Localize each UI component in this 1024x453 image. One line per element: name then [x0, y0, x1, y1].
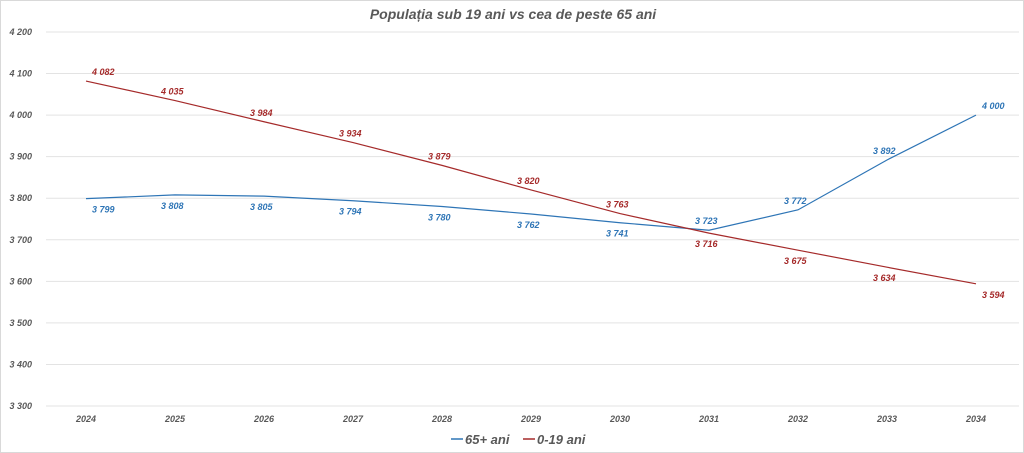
- data-label: 3 892: [873, 146, 896, 156]
- chart-title: Populația sub 19 ani vs cea de peste 65 …: [370, 6, 657, 22]
- data-label: 3 780: [428, 213, 451, 223]
- legend-label: 0-19 ani: [537, 432, 586, 447]
- data-label: 3 772: [784, 196, 807, 206]
- x-tick-label: 2027: [342, 414, 364, 424]
- data-label: 3 984: [250, 108, 273, 118]
- y-tick-label: 3 600: [9, 276, 32, 286]
- data-label: 4 000: [981, 101, 1005, 111]
- data-label: 3 808: [161, 201, 184, 211]
- x-tick-label: 2028: [431, 414, 452, 424]
- y-tick-label: 3 400: [9, 359, 32, 369]
- x-tick-label: 2029: [520, 414, 541, 424]
- data-label: 3 762: [517, 220, 540, 230]
- data-label: 3 934: [339, 129, 362, 139]
- y-tick-label: 4 000: [8, 110, 32, 120]
- x-tick-label: 2024: [75, 414, 96, 424]
- legend-label: 65+ ani: [465, 432, 510, 447]
- y-tick-label: 4 100: [8, 69, 32, 79]
- data-label: 3 805: [250, 202, 274, 212]
- data-label: 3 799: [92, 205, 115, 215]
- data-label: 3 820: [517, 176, 540, 186]
- data-label: 3 879: [428, 151, 451, 161]
- x-tick-label: 2032: [787, 414, 808, 424]
- x-tick-label: 2034: [965, 414, 986, 424]
- y-tick-label: 3 900: [9, 152, 32, 162]
- y-tick-label: 3 500: [9, 318, 32, 328]
- data-label: 4 082: [91, 67, 115, 77]
- y-tick-label: 3 300: [9, 401, 32, 411]
- data-label: 4 035: [160, 87, 185, 97]
- x-tick-label: 2031: [698, 414, 719, 424]
- y-tick-label: 4 200: [8, 27, 32, 37]
- series-line-1: [85, 80, 977, 285]
- data-label: 3 594: [982, 290, 1005, 300]
- data-label: 3 634: [873, 273, 896, 283]
- x-tick-label: 2033: [876, 414, 897, 424]
- y-tick-label: 3 700: [9, 235, 32, 245]
- data-label: 3 763: [606, 200, 629, 210]
- x-tick-label: 2030: [609, 414, 630, 424]
- data-label: 3 794: [339, 207, 362, 217]
- y-tick-label: 3 800: [9, 193, 32, 203]
- data-label: 3 716: [695, 239, 719, 249]
- data-label: 3 675: [784, 256, 808, 266]
- series-line-0: [85, 114, 977, 231]
- x-tick-label: 2026: [253, 414, 275, 424]
- data-label: 3 741: [606, 229, 629, 239]
- x-tick-label: 2025: [164, 414, 186, 424]
- data-label: 3 723: [695, 216, 718, 226]
